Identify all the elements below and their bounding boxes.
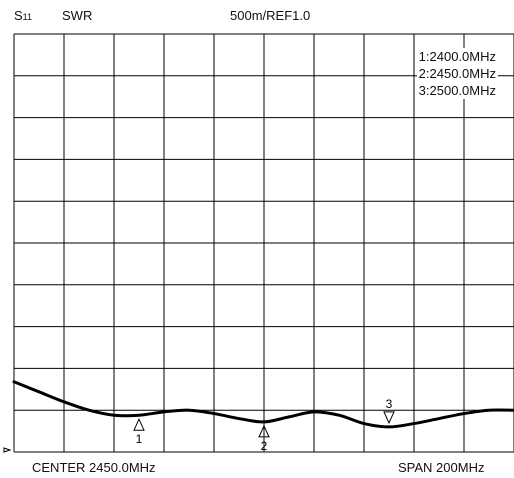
marker-2-triangle-icon: [258, 424, 270, 438]
marker-list: 1:2400.0MHz 2:2450.0MHz 3:2500.0MHz: [416, 48, 498, 99]
marker-3-number: 3: [386, 397, 393, 411]
marker-1-readout: 1:2400.0MHz: [418, 49, 496, 64]
center-frequency-label: CENTER 2450.0MHz: [32, 460, 156, 475]
span-label: SPAN 200MHz: [398, 460, 485, 475]
marker-2-number: 2: [261, 439, 268, 453]
parameter-subscript: 11: [22, 12, 33, 22]
format-label: SWR: [62, 8, 93, 23]
marker-1-triangle-icon: [133, 418, 145, 431]
marker-3-triangle-icon: [383, 411, 395, 425]
swr-trace: [12, 380, 514, 429]
scale-label: 500m/REF1.0: [230, 8, 311, 23]
reference-pointer-icon: [3, 447, 12, 453]
chart-grid: [13, 33, 514, 453]
parameter-label: S11: [14, 8, 32, 23]
parameter-name: S: [14, 8, 23, 23]
marker-symbols: 1 2 3: [133, 397, 395, 453]
marker-1-number: 1: [136, 432, 143, 446]
marker-3-readout: 3:2500.0MHz: [418, 83, 496, 98]
marker-2-readout: 2:2450.0MHz: [418, 66, 496, 81]
